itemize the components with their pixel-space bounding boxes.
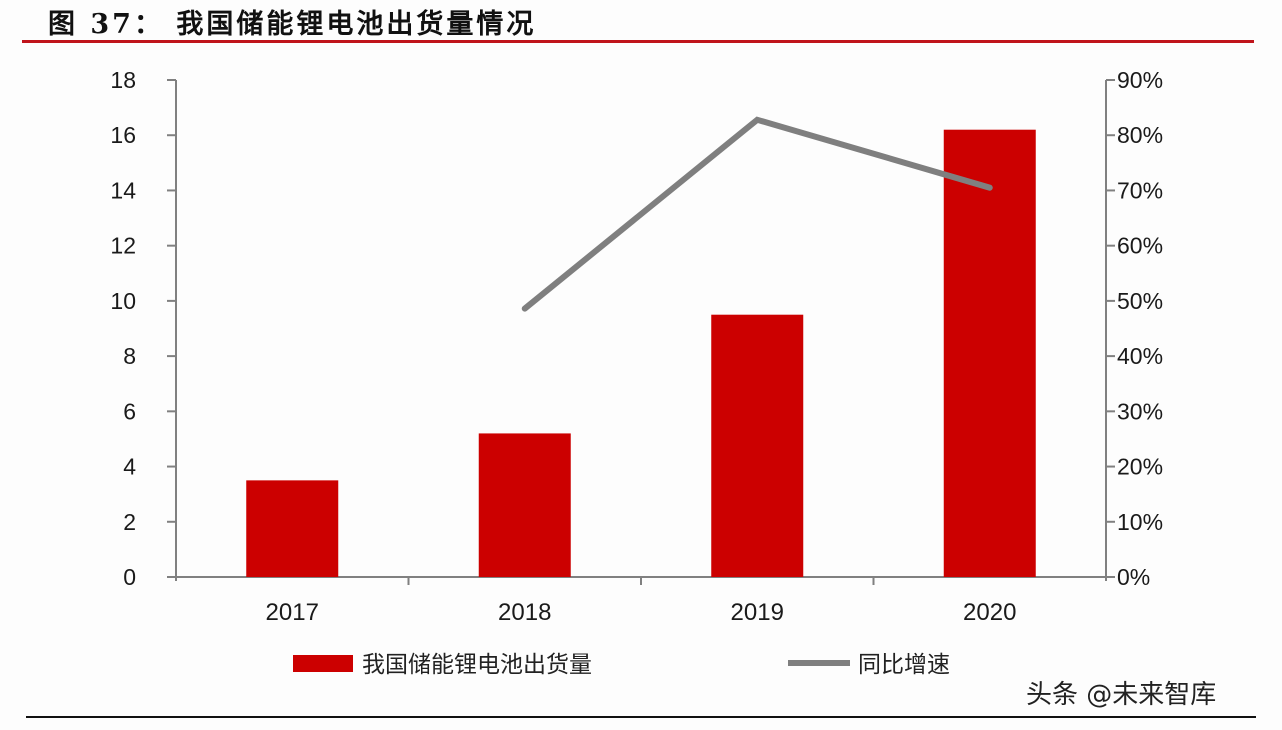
right-axis-tick-label: 90%: [1117, 67, 1163, 93]
figure-title: 图 37： 我国储能锂电池出货量情况: [48, 9, 537, 40]
left-axis-tick-label: 16: [110, 122, 136, 148]
right-axis-tick-label: 40%: [1117, 343, 1163, 369]
x-axis-tick-label: 2018: [498, 599, 551, 626]
left-axis-tick-label: 18: [110, 67, 136, 93]
left-axis-tick-label: 8: [123, 343, 136, 369]
left-axis-tick-label: 6: [123, 398, 136, 424]
right-y-axis: 0% 10% 20% 30% 40% 50% 60% 70% 80% 90%: [1105, 67, 1163, 590]
growth-line: [521, 116, 993, 312]
bar-series: [246, 129, 1036, 577]
bottom-divider: [26, 716, 1256, 718]
watermark: 头条 @未来智库: [1026, 680, 1217, 710]
right-axis-tick-label: 10%: [1117, 509, 1163, 535]
right-axis-tick-label: 80%: [1117, 122, 1163, 148]
legend-bar-swatch: [293, 655, 353, 672]
right-axis-tick-label: 60%: [1117, 233, 1163, 259]
left-axis-tick-label: 14: [110, 177, 136, 203]
bar: [943, 129, 1036, 577]
legend-bar-label: 我国储能锂电池出货量: [362, 651, 592, 677]
left-axis-tick-label: 12: [110, 233, 136, 259]
right-axis-tick-label: 0%: [1117, 564, 1150, 590]
left-axis-tick-label: 10: [110, 288, 136, 314]
left-axis-tick-label: 2: [123, 509, 136, 535]
right-axis-tick-label: 30%: [1117, 398, 1163, 424]
bar: [246, 480, 339, 577]
left-axis-tick-label: 4: [123, 454, 136, 480]
legend: 我国储能锂电池出货量 同比增速: [293, 651, 950, 677]
right-axis-tick-label: 70%: [1117, 177, 1163, 203]
left-y-axis: 0 2 4 6 8 10 12 14 16 18: [110, 67, 177, 590]
line-series: [521, 116, 993, 312]
right-axis-tick-label: 50%: [1117, 288, 1163, 314]
title-divider: [22, 40, 1254, 43]
bar: [711, 314, 804, 577]
x-axis-tick-label: 2020: [963, 599, 1016, 626]
x-axis: 2017 2018 2019 2020: [176, 576, 1106, 626]
bar: [478, 433, 571, 577]
left-axis-tick-label: 0: [123, 564, 136, 590]
x-axis-tick-label: 2017: [266, 599, 319, 626]
chart: 0 2 4 6 8 10 12 14 16 18 0% 10% 20% 30% 40% 50% 60% 70% 8…: [110, 67, 1163, 677]
legend-line-label: 同比增速: [858, 651, 950, 677]
right-axis-tick-label: 20%: [1117, 454, 1163, 480]
x-axis-tick-label: 2019: [731, 599, 784, 626]
